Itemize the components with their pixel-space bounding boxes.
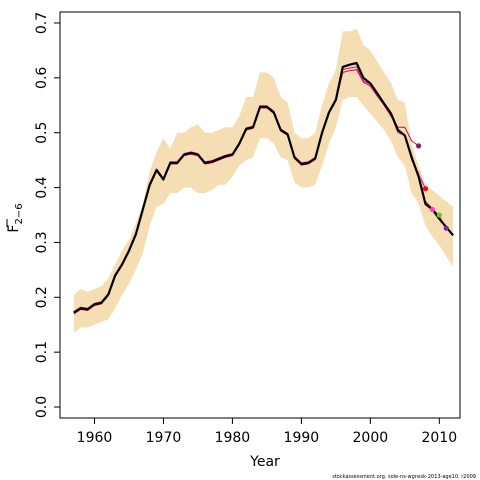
x-axis-label: Year: [249, 454, 280, 470]
y-tick-label: 0.6: [34, 67, 50, 89]
retro-endpoint-2009: [429, 206, 435, 213]
retro-endpoint-2008: [422, 186, 429, 192]
x-tick-label: 1960: [77, 430, 113, 446]
confidence-band-area: [73, 28, 454, 333]
x-tick-label: 2000: [353, 430, 389, 446]
y-axis-label-sub: 2−6: [14, 203, 25, 224]
x-tick-label: 2010: [421, 430, 457, 446]
retro-endpoint-2011: [443, 225, 449, 231]
y-tick-label: 0.3: [34, 231, 50, 253]
svg-text:F2−6: F2−6: [6, 203, 25, 232]
y-axis-label-main: F: [6, 225, 22, 233]
footnote: stockassessment.org, sole-ns-wgnssk-2013…: [332, 474, 476, 480]
y-tick-label: 0.0: [34, 396, 50, 418]
y-tick-label: 0.7: [34, 12, 50, 34]
retro-endpoints: [416, 143, 449, 231]
y-tick-label: 0.5: [34, 122, 50, 144]
x-tick-label: 1990: [284, 430, 320, 446]
series-lines: [73, 61, 454, 315]
x-tick-label: 1970: [146, 430, 182, 446]
y-tick-label: 0.1: [34, 341, 50, 363]
y-tick-label: 0.4: [34, 176, 50, 198]
y-tick-label: 0.2: [34, 286, 50, 308]
y-axis-label: F2−6: [6, 203, 25, 232]
series-line-main: [73, 61, 454, 314]
retro-endpoint-2007: [416, 143, 422, 149]
x-tick-label: 1980: [215, 430, 251, 446]
retro-endpoint-2010: [436, 212, 442, 218]
x-axis: 1960 1970 1980 1990 2000 2010: [77, 417, 457, 446]
confidence-band: [73, 28, 454, 333]
y-axis: 0.0 0.1 0.2 0.3 0.4 0.5 0.6 0.7: [34, 12, 61, 418]
